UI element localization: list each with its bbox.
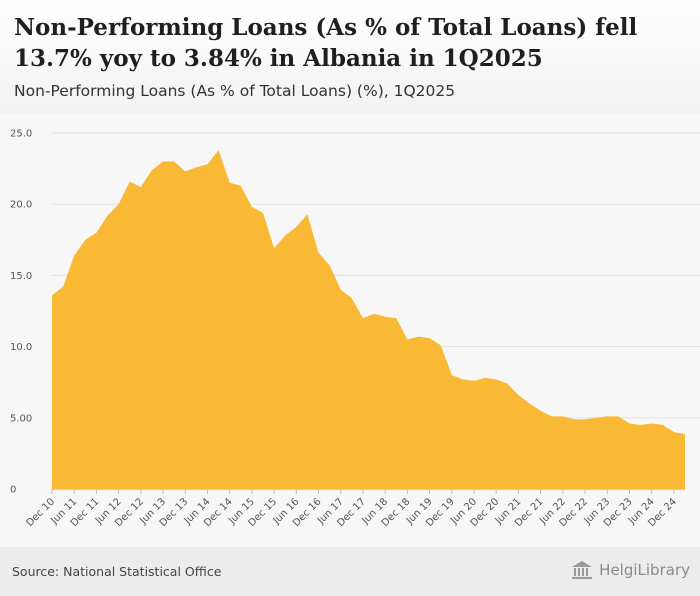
y-tick-label: 10.0	[10, 342, 32, 353]
data-point-jun-21	[516, 393, 520, 397]
data-point-dec-18	[405, 338, 409, 342]
data-point-sep-24	[661, 423, 665, 427]
data-point-mar-24	[639, 423, 643, 427]
data-point-jun-13	[161, 160, 165, 164]
data-point-sep-19	[439, 343, 443, 347]
data-point-sep-17	[350, 296, 354, 300]
x-tick-label: Dec 10	[24, 496, 57, 529]
source-note: Source: National Statistical Office	[12, 564, 222, 579]
data-point-dec-13	[183, 169, 187, 173]
data-point-mar-16	[283, 234, 287, 238]
data-point-dec-21	[539, 409, 543, 413]
data-point-jun-22	[561, 414, 565, 418]
data-point-jun-15	[250, 205, 254, 209]
data-point-sep-11	[83, 238, 87, 242]
data-point-mar-13	[150, 168, 154, 172]
data-point-mar-18	[372, 312, 376, 316]
footer: Source: National Statistical Office Helg…	[0, 547, 700, 596]
header: Non-Performing Loans (As % of Total Loan…	[0, 0, 700, 113]
data-point-dec-20	[494, 377, 498, 381]
area-series	[50, 148, 687, 489]
data-point-sep-20	[483, 376, 487, 380]
logo-text: HelgiLibrary	[599, 561, 690, 579]
data-point-mar-17	[328, 263, 332, 267]
data-point-sep-18	[394, 316, 398, 320]
data-point-dec-19	[450, 373, 454, 377]
npl-area	[52, 150, 685, 489]
data-point-sep-23	[616, 414, 620, 418]
data-point-dec-12	[139, 185, 143, 189]
data-point-sep-15	[261, 211, 265, 215]
helgilibrary-logo[interactable]: HelgiLibrary	[570, 560, 690, 580]
y-tick-label: 25.0	[10, 129, 32, 140]
data-point-mar-23	[594, 416, 598, 420]
data-point-jun-11	[72, 254, 76, 258]
y-tick-label: 0	[10, 485, 16, 496]
data-point-sep-14	[217, 148, 221, 152]
data-point-jun-17	[339, 288, 343, 292]
data-point-mar-22	[550, 414, 554, 418]
data-point-mar-25	[683, 432, 687, 436]
data-point-mar-15	[239, 184, 243, 188]
data-point-dec-24	[672, 430, 676, 434]
data-point-sep-13	[172, 160, 176, 164]
data-point-jun-23	[605, 414, 609, 418]
data-point-dec-10	[50, 293, 54, 297]
data-point-jun-19	[428, 336, 432, 340]
data-point-mar-21	[505, 382, 509, 386]
data-point-jun-18	[383, 315, 387, 319]
data-point-jun-14	[206, 162, 210, 166]
data-point-dec-11	[94, 231, 98, 235]
data-point-jun-12	[117, 202, 121, 206]
data-point-mar-12	[106, 214, 110, 218]
chart-subtitle: Non-Performing Loans (As % of Total Loan…	[14, 82, 456, 100]
y-tick-label: 20.0	[10, 200, 32, 211]
data-point-mar-14	[194, 165, 198, 169]
data-point-dec-17	[361, 316, 365, 320]
data-point-sep-16	[305, 212, 309, 216]
data-point-mar-20	[461, 377, 465, 381]
data-point-dec-15	[272, 246, 276, 250]
data-point-dec-16	[317, 251, 321, 255]
data-point-dec-14	[228, 181, 232, 185]
y-tick-label: 5.00	[10, 413, 32, 424]
y-tick-label: 15.0	[10, 271, 32, 282]
data-point-dec-23	[628, 422, 632, 426]
data-point-sep-21	[528, 402, 532, 406]
data-point-mar-19	[417, 335, 421, 339]
data-point-sep-12	[128, 179, 132, 183]
data-point-mar-11	[61, 285, 65, 289]
data-point-jun-16	[294, 225, 298, 229]
chart-title: Non-Performing Loans (As % of Total Loan…	[14, 14, 638, 72]
data-point-dec-22	[583, 417, 587, 421]
data-point-sep-22	[572, 417, 576, 421]
library-building-icon	[572, 561, 593, 579]
data-point-jun-24	[650, 422, 654, 426]
data-point-jun-20	[472, 379, 476, 383]
